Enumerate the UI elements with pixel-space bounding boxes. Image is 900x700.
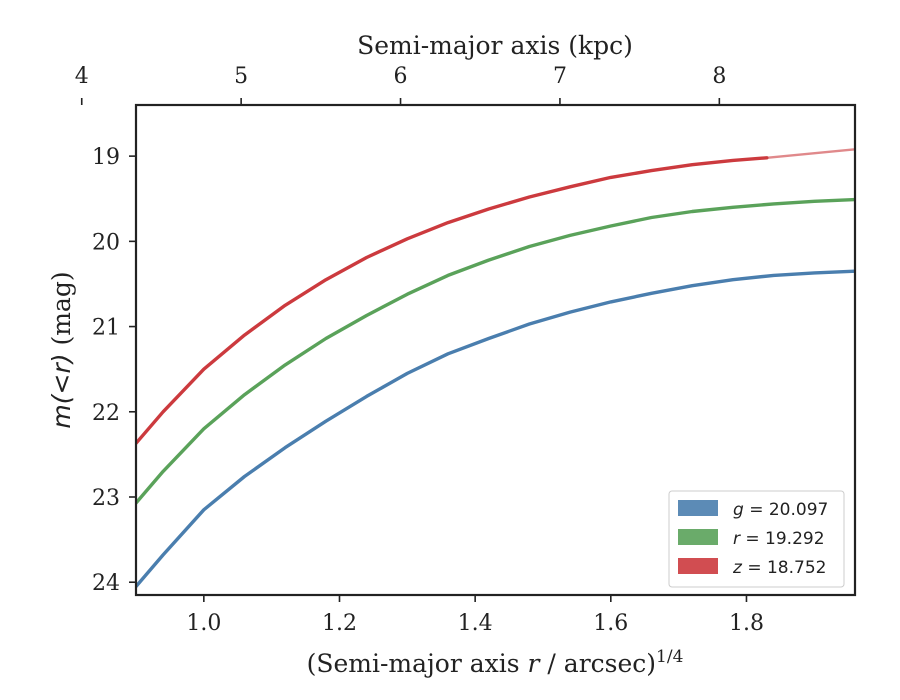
x-tick-label: 1.8: [729, 611, 764, 636]
legend-swatch-g: [678, 500, 718, 516]
x-axis-title-sup: 1/4: [656, 647, 683, 667]
top-x-tick-label: 4: [75, 64, 89, 89]
y-axis-title: m(<r) (mag): [47, 271, 76, 428]
legend: g = 20.097 r = 19.292 z = 18.752: [668, 490, 845, 588]
legend-swatch-r: [678, 529, 718, 545]
x-axis-title-var: r: [528, 649, 542, 678]
y-tick-label: 22: [92, 401, 120, 426]
y-tick-label: 23: [92, 486, 120, 511]
legend-swatch-z: [678, 558, 718, 574]
x-tick-label: 1.6: [593, 611, 628, 636]
y-tick-label: 19: [92, 145, 120, 170]
y-axis-title-unit: (mag): [47, 271, 76, 353]
x-axis-title-prefix: (Semi-major axis: [307, 649, 528, 678]
legend-label-z: z = 18.752: [732, 558, 826, 578]
top-x-tick-label: 8: [712, 64, 726, 89]
top-x-axis-title: Semi-major axis (kpc): [357, 31, 633, 60]
top-x-tick-label: 7: [553, 64, 567, 89]
x-tick-label: 1.2: [322, 611, 357, 636]
series-line-g: [136, 269, 855, 589]
series-extension-z: [766, 148, 855, 159]
x-axis-title-suffix: / arcsec): [539, 649, 656, 678]
series-line-z: [136, 156, 769, 445]
x-tick-label: 1.0: [186, 611, 221, 636]
legend-label-r: r = 19.292: [733, 529, 825, 549]
y-tick-label: 20: [92, 230, 120, 255]
legend-label-g: g = 20.097: [733, 500, 828, 520]
y-tick-label: 24: [92, 571, 120, 596]
series-line-r: [136, 197, 855, 505]
x-axis-title: (Semi-major axis r / arcsec)1/4: [307, 647, 684, 678]
plot-lines: [136, 148, 855, 589]
top-x-tick-label: 5: [234, 64, 248, 89]
y-tick-label: 21: [92, 316, 120, 341]
top-x-tick-label: 6: [394, 64, 408, 89]
ticks: 1.0 1.2 1.4 1.6 1.8 19 20 21 22 23 24 4 5 6 7 8: [75, 64, 764, 636]
y-axis-title-var: m(<r): [47, 353, 76, 428]
plot-frame: [134, 103, 857, 597]
x-tick-label: 1.4: [458, 611, 493, 636]
